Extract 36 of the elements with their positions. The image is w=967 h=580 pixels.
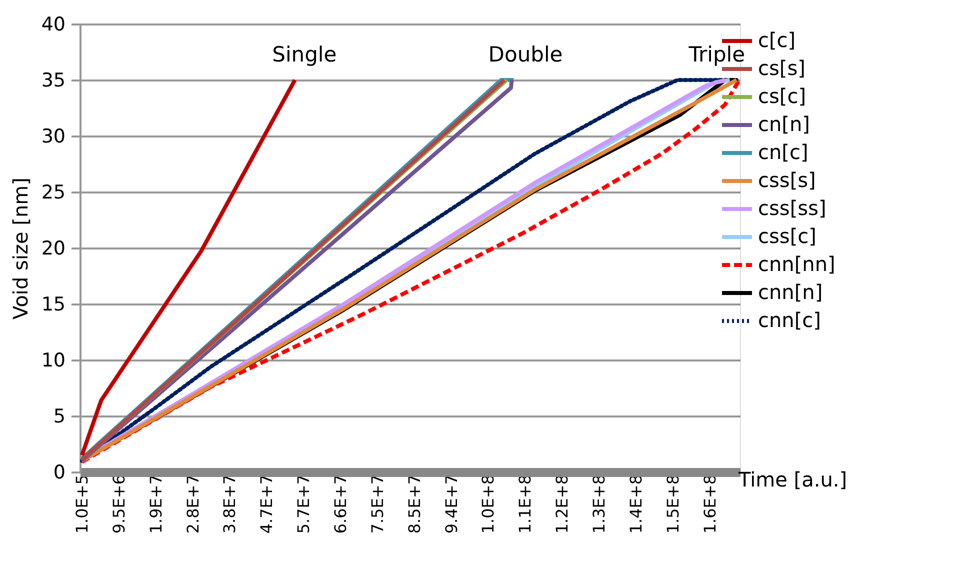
- x-tick-label: 8.5E+7: [404, 474, 424, 534]
- x-tick-label: 2.8E+7: [183, 474, 202, 534]
- y-tick-label: 0: [53, 462, 66, 484]
- y-tick-label: 15: [41, 294, 66, 316]
- x-tick-label: 9.4E+7: [442, 474, 461, 534]
- legend-label: cnn[c]: [758, 308, 821, 332]
- annotation: Triple: [688, 42, 746, 66]
- legend-label: cnn[n]: [758, 280, 823, 304]
- x-axis-title: Time [a.u.]: [738, 468, 848, 492]
- legend-label: css[c]: [758, 224, 816, 248]
- y-tick-label: 25: [41, 182, 66, 204]
- legend-label: cnn[nn]: [758, 252, 836, 276]
- y-tick-label: 35: [41, 70, 66, 92]
- y-axis-title: Void size [nm]: [8, 178, 32, 320]
- legend-label: css[ss]: [758, 196, 826, 220]
- legend-label: c[c]: [758, 28, 796, 52]
- x-tick-label: 5.7E+7: [294, 474, 314, 534]
- x-tick-label: 6.6E+7: [330, 474, 350, 534]
- x-tick-label: 1.9E+7: [146, 474, 166, 534]
- x-tick-label: 3.8E+7: [220, 474, 240, 534]
- x-tick-label: 7.5E+7: [368, 474, 387, 534]
- y-tick-label: 40: [41, 14, 66, 36]
- x-tick-label: 1.0E+5: [72, 474, 92, 534]
- y-tick-label: 10: [41, 350, 66, 372]
- y-tick-label: 20: [41, 238, 66, 260]
- legend-label: cn[c]: [758, 140, 808, 164]
- y-tick-label: 5: [53, 406, 66, 428]
- x-tick-label: 9.5E+6: [109, 474, 128, 534]
- x-tick-label: 4.7E+7: [257, 474, 276, 534]
- legend-label: cs[c]: [758, 84, 806, 108]
- legend-label: css[s]: [758, 168, 816, 192]
- annotation: Double: [488, 42, 563, 66]
- y-tick-label: 30: [41, 126, 66, 148]
- legend-label: cs[s]: [758, 56, 806, 80]
- annotation: Single: [272, 42, 337, 66]
- legend-label: cn[n]: [758, 112, 810, 136]
